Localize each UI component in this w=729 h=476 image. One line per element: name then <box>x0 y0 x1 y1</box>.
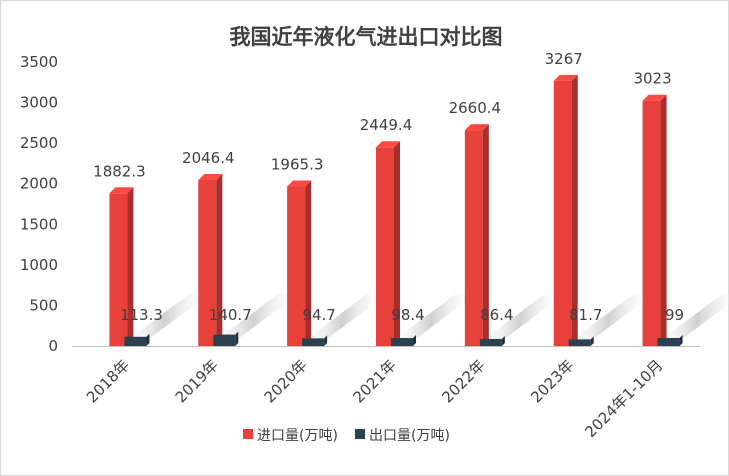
chart-title: 我国近年液化气进出口对比图 <box>230 25 503 49</box>
bar-shadow-layer <box>119 294 729 346</box>
legend-label: 出口量(万吨) <box>369 428 450 444</box>
export-value-label: 113.3 <box>120 306 163 324</box>
export-value-label: 99 <box>665 306 684 324</box>
bar-shadow <box>563 294 654 346</box>
import-bar-side <box>305 180 312 346</box>
y-tick-label: 500 <box>29 296 58 314</box>
export-bar-side <box>413 335 416 346</box>
import-bar-top <box>198 173 223 180</box>
y-tick-label: 0 <box>48 337 58 355</box>
import-bar <box>376 147 394 346</box>
export-value-label: 81.7 <box>569 306 602 324</box>
x-tick-label: 2020年 <box>261 356 311 406</box>
import-bar-side <box>660 94 667 346</box>
export-bar-side <box>679 334 683 346</box>
x-tick-label: 2021年 <box>349 356 399 406</box>
x-tick-label: 2019年 <box>172 356 222 406</box>
legend-swatch <box>355 429 365 439</box>
import-bar <box>642 100 661 346</box>
import-value-label: 2046.4 <box>182 149 235 167</box>
export-bar <box>479 338 502 346</box>
import-bar <box>198 179 217 346</box>
export-bar-side <box>590 336 594 346</box>
import-bar-top <box>376 141 400 148</box>
import-value-label: 2660.4 <box>449 99 502 117</box>
legend-swatch <box>243 429 253 439</box>
import-bar-top <box>553 74 578 81</box>
legend: 进口量(万吨) 出口量(万吨) <box>243 428 450 444</box>
bar-shadow <box>474 294 565 346</box>
import-bar <box>287 186 306 346</box>
export-value-label: 140.7 <box>209 306 252 324</box>
import-bar-side <box>571 74 578 347</box>
export-value-label: 98.4 <box>391 306 424 324</box>
import-value-label: 2449.4 <box>360 116 413 134</box>
bar-shadow <box>119 294 210 346</box>
import-bar-side <box>127 187 134 346</box>
import-value-label: 1882.3 <box>93 162 146 180</box>
bar-shadow <box>652 294 729 346</box>
export-bar <box>657 337 680 346</box>
x-tick-label: 2022年 <box>438 356 488 406</box>
bar-shadow <box>208 294 299 346</box>
import-bar-side <box>482 124 489 347</box>
export-bar-side <box>235 331 239 346</box>
import-bar-side <box>216 173 223 346</box>
y-tick-label: 1000 <box>20 256 58 274</box>
y-tick-label: 1500 <box>20 215 58 233</box>
export-bar-side <box>501 335 505 346</box>
export-value-label: 94.7 <box>302 306 335 324</box>
export-bar <box>568 339 591 346</box>
y-axis: 0 500 1000 1500 2000 2500 3000 3500 <box>20 53 58 355</box>
import-bar <box>464 130 483 346</box>
legend-label: 进口量(万吨) <box>257 428 338 444</box>
bar-shadow <box>297 294 388 346</box>
y-tick-label: 2000 <box>20 175 58 193</box>
data-labels: 1882.3 113.3 2046.4 140.7 1965.3 94.7 2449.4 98… <box>93 50 684 324</box>
export-bar-side <box>146 333 150 346</box>
import-bar-side <box>394 141 400 346</box>
export-bar <box>213 334 236 346</box>
bar-shadow <box>386 294 476 346</box>
import-bar-top <box>642 94 667 101</box>
export-bar <box>391 338 413 346</box>
x-tick-label: 2018年 <box>83 356 133 406</box>
y-tick-label: 3000 <box>20 94 58 112</box>
export-bar <box>124 336 147 346</box>
x-tick-label: 2024年1-10月 <box>581 356 666 441</box>
import-bar-top <box>464 124 489 131</box>
import-bar-top <box>287 180 312 187</box>
y-tick-label: 2500 <box>20 134 58 152</box>
import-value-label: 3267 <box>545 50 583 68</box>
import-value-label: 1965.3 <box>271 156 324 174</box>
import-value-label: 3023 <box>633 70 671 88</box>
export-value-label: 86.4 <box>480 306 513 324</box>
import-bar <box>553 80 572 347</box>
import-bar <box>109 193 128 346</box>
x-tick-label: 2023年 <box>527 356 577 406</box>
bars <box>109 74 683 347</box>
export-bar-side <box>324 335 328 346</box>
y-tick-label: 3500 <box>20 53 58 71</box>
import-bar-top <box>109 187 134 194</box>
export-bar <box>302 338 325 346</box>
